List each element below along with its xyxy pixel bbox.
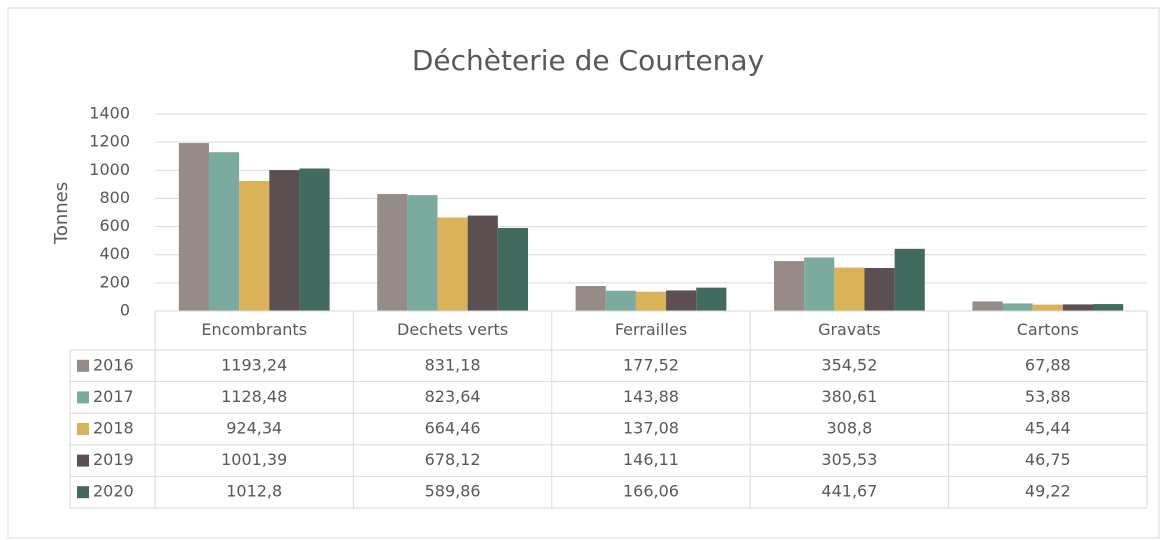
- x-tick-label: Cartons: [1017, 320, 1079, 339]
- table-value: 589,86: [425, 482, 481, 501]
- x-tick-label: Encombrants: [201, 320, 307, 339]
- legend-label: 2017: [93, 387, 134, 406]
- y-tick-label: 1400: [89, 104, 130, 123]
- table-value: 46,75: [1025, 450, 1071, 469]
- bar: [497, 227, 528, 311]
- x-tick-label: Ferrailles: [615, 320, 687, 339]
- bar: [696, 287, 727, 311]
- bar: [635, 291, 667, 311]
- table-value: 53,88: [1025, 387, 1071, 406]
- bar: [437, 217, 468, 311]
- table-value: 924,34: [226, 419, 282, 438]
- bar: [774, 261, 805, 311]
- y-tick-label: 1200: [89, 132, 130, 151]
- legend-swatch: [77, 486, 89, 499]
- y-tick-label: 400: [99, 244, 130, 263]
- table-value: 823,64: [425, 387, 481, 406]
- table-value: 45,44: [1025, 419, 1071, 438]
- legend-swatch: [77, 454, 89, 467]
- table-value: 143,88: [623, 387, 679, 406]
- table-value: 67,88: [1025, 355, 1071, 374]
- legend-swatch: [77, 423, 89, 435]
- bar: [666, 290, 697, 311]
- legend-swatch: [77, 391, 89, 404]
- y-tick-label: 200: [99, 272, 130, 291]
- table-value: 146,11: [623, 450, 679, 469]
- table-value: 380,61: [821, 387, 877, 406]
- bar: [834, 267, 865, 311]
- bar: [269, 170, 300, 311]
- chart-title: Déchèterie de Courtenay: [412, 44, 764, 77]
- y-tick-label: 600: [99, 216, 130, 235]
- table-value: 308,8: [826, 419, 872, 438]
- table-value: 354,52: [821, 355, 877, 374]
- legend-label: 2019: [93, 450, 134, 469]
- table-value: 305,53: [821, 450, 877, 469]
- bar: [467, 215, 498, 311]
- bar: [972, 301, 1003, 311]
- y-axis-label: Tonnes: [51, 182, 72, 245]
- table-value: 1193,24: [221, 355, 287, 374]
- table-value: 441,67: [821, 482, 877, 501]
- bar: [299, 168, 330, 311]
- table-value: 166,06: [623, 482, 679, 501]
- table-value: 831,18: [425, 355, 481, 374]
- bar: [605, 290, 636, 311]
- bar: [804, 257, 835, 311]
- legend-label: 2020: [93, 482, 134, 501]
- table-value: 1001,39: [221, 450, 287, 469]
- table-value: 137,08: [623, 419, 679, 438]
- table-value: 678,12: [425, 450, 481, 469]
- bar: [1062, 304, 1094, 311]
- table-value: 1128,48: [221, 387, 287, 406]
- bar: [407, 195, 438, 311]
- table-value: 49,22: [1025, 482, 1071, 501]
- table-value: 177,52: [623, 355, 679, 374]
- y-tick-label: 800: [99, 188, 130, 207]
- bar: [575, 286, 606, 311]
- bar: [894, 248, 925, 311]
- bar: [208, 152, 240, 311]
- bar: [1032, 304, 1063, 311]
- table-value: 1012,8: [226, 482, 282, 501]
- bar: [1093, 304, 1124, 311]
- y-tick-label: 0: [120, 301, 130, 320]
- table-value: 664,46: [425, 419, 481, 438]
- bar: [1002, 303, 1033, 311]
- legend-label: 2018: [93, 419, 134, 438]
- x-tick-label: Gravats: [818, 320, 881, 339]
- legend-label: 2016: [93, 355, 134, 374]
- bar: [178, 143, 209, 311]
- bar: [239, 180, 270, 311]
- bar: [377, 194, 408, 311]
- bar: [864, 268, 895, 311]
- legend-swatch: [77, 359, 89, 372]
- y-tick-label: 1000: [89, 160, 130, 179]
- x-tick-label: Dechets verts: [397, 320, 508, 339]
